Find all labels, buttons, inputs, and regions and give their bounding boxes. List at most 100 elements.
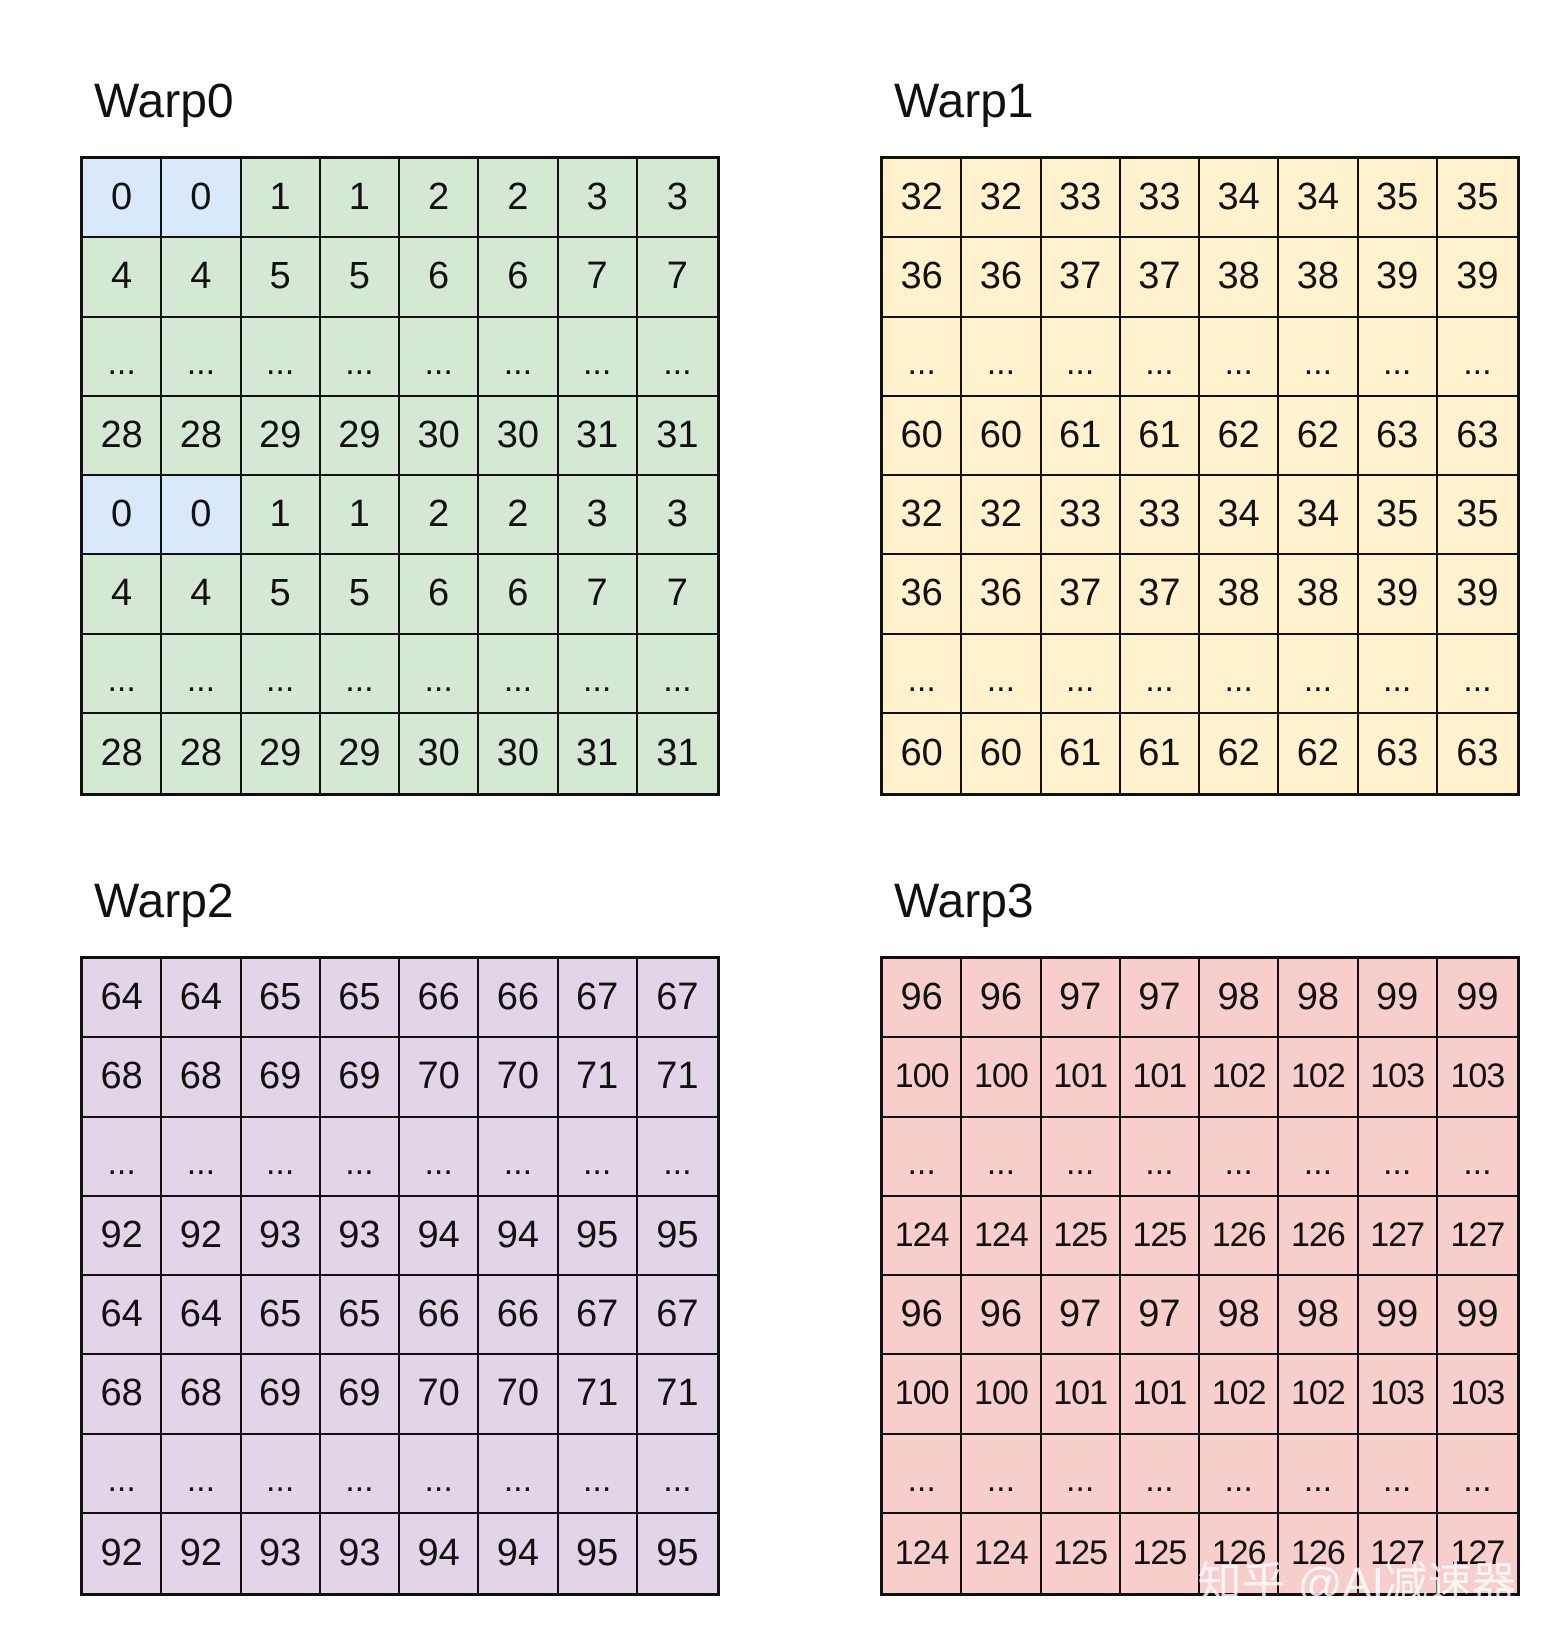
- thread-id-cell: 64: [83, 959, 163, 1039]
- thread-id-cell: 100: [883, 1355, 963, 1435]
- thread-id-cell: 5: [320, 238, 400, 318]
- thread-id-cell: 38: [1200, 238, 1280, 318]
- thread-id-cell: ...: [320, 634, 400, 714]
- thread-id-cell: 28: [162, 396, 242, 476]
- thread-id-cell: ...: [1041, 634, 1121, 714]
- thread-id-cell: 2: [400, 159, 480, 239]
- thread-id-cell: 65: [241, 959, 321, 1039]
- thread-id-cell: ...: [479, 1117, 559, 1197]
- thread-id-cell: 93: [320, 1513, 400, 1593]
- thread-id-cell: 37: [1120, 238, 1200, 318]
- thread-id-cell: 5: [320, 555, 400, 635]
- thread-id-cell: ...: [1437, 317, 1517, 397]
- thread-id-cell: 127: [1358, 1513, 1438, 1593]
- thread-id-cell: 60: [883, 396, 963, 476]
- thread-id-cell: 71: [637, 1355, 717, 1435]
- thread-id-cell: 33: [1120, 159, 1200, 239]
- thread-id-cell: ...: [637, 317, 717, 397]
- thread-id-cell: 101: [1041, 1038, 1121, 1118]
- thread-id-cell: 101: [1120, 1038, 1200, 1118]
- thread-id-cell: ...: [1358, 317, 1438, 397]
- thread-id-cell: 126: [1200, 1513, 1280, 1593]
- thread-id-cell: 28: [83, 713, 163, 793]
- thread-id-cell: 93: [320, 1196, 400, 1276]
- thread-id-cell: 103: [1437, 1038, 1517, 1118]
- thread-id-cell: 92: [83, 1513, 163, 1593]
- thread-id-cell: 99: [1437, 1276, 1517, 1356]
- thread-id-cell: 3: [558, 476, 638, 556]
- thread-id-cell: 30: [479, 396, 559, 476]
- thread-id-cell: 125: [1041, 1196, 1121, 1276]
- thread-id-cell: 103: [1358, 1355, 1438, 1435]
- thread-id-cell: 126: [1279, 1196, 1359, 1276]
- thread-id-cell: ...: [883, 1434, 963, 1514]
- thread-id-cell: 69: [241, 1038, 321, 1118]
- thread-id-cell: ...: [479, 317, 559, 397]
- thread-id-cell: 36: [883, 555, 963, 635]
- thread-id-cell: 31: [637, 396, 717, 476]
- thread-id-cell: 4: [83, 555, 163, 635]
- thread-id-cell: 0: [83, 159, 163, 239]
- thread-id-cell: ...: [83, 634, 163, 714]
- thread-id-cell: 7: [558, 238, 638, 318]
- thread-id-cell: 7: [637, 238, 717, 318]
- thread-id-cell: ...: [962, 317, 1042, 397]
- thread-id-cell: 38: [1279, 555, 1359, 635]
- thread-id-cell: ...: [162, 1117, 242, 1197]
- thread-id-cell: 5: [241, 238, 321, 318]
- thread-id-cell: 28: [83, 396, 163, 476]
- thread-id-cell: 64: [162, 959, 242, 1039]
- thread-id-cell: 69: [320, 1038, 400, 1118]
- thread-id-cell: ...: [479, 634, 559, 714]
- thread-id-cell: 33: [1041, 159, 1121, 239]
- thread-id-cell: 31: [558, 396, 638, 476]
- thread-id-cell: 32: [883, 159, 963, 239]
- thread-id-cell: ...: [320, 317, 400, 397]
- thread-id-cell: ...: [1041, 1434, 1121, 1514]
- thread-id-cell: ...: [1120, 1117, 1200, 1197]
- thread-id-cell: 100: [883, 1038, 963, 1118]
- thread-id-cell: 103: [1358, 1038, 1438, 1118]
- thread-id-cell: 7: [637, 555, 717, 635]
- thread-id-cell: 6: [400, 238, 480, 318]
- thread-id-cell: 65: [320, 959, 400, 1039]
- thread-id-cell: ...: [162, 634, 242, 714]
- thread-id-cell: 61: [1041, 713, 1121, 793]
- thread-id-cell: 93: [241, 1196, 321, 1276]
- thread-id-cell: 92: [162, 1513, 242, 1593]
- thread-id-cell: 95: [558, 1513, 638, 1593]
- thread-id-cell: 71: [637, 1038, 717, 1118]
- thread-id-cell: 124: [962, 1196, 1042, 1276]
- thread-id-cell: 68: [83, 1038, 163, 1118]
- thread-id-cell: ...: [1279, 634, 1359, 714]
- thread-id-cell: 93: [241, 1513, 321, 1593]
- thread-id-cell: ...: [1200, 1434, 1280, 1514]
- thread-id-cell: 39: [1437, 555, 1517, 635]
- thread-id-cell: 1: [320, 159, 400, 239]
- thread-id-cell: ...: [962, 1117, 1042, 1197]
- thread-id-cell: 36: [883, 238, 963, 318]
- thread-id-cell: 29: [241, 713, 321, 793]
- thread-id-cell: 95: [558, 1196, 638, 1276]
- thread-id-cell: 34: [1279, 476, 1359, 556]
- thread-id-cell: ...: [241, 1434, 321, 1514]
- thread-id-cell: 29: [241, 396, 321, 476]
- thread-id-cell: 101: [1120, 1355, 1200, 1435]
- thread-id-cell: 5: [241, 555, 321, 635]
- thread-id-cell: ...: [320, 1117, 400, 1197]
- thread-id-cell: 94: [400, 1196, 480, 1276]
- thread-id-cell: 125: [1120, 1513, 1200, 1593]
- thread-id-cell: 4: [83, 238, 163, 318]
- thread-id-cell: 68: [162, 1355, 242, 1435]
- thread-id-cell: ...: [1358, 634, 1438, 714]
- thread-id-cell: ...: [1279, 317, 1359, 397]
- thread-id-cell: 67: [637, 959, 717, 1039]
- thread-id-cell: ...: [1120, 317, 1200, 397]
- thread-id-cell: 29: [320, 713, 400, 793]
- thread-id-cell: 102: [1279, 1038, 1359, 1118]
- thread-id-cell: 61: [1120, 396, 1200, 476]
- thread-id-cell: ...: [1120, 1434, 1200, 1514]
- thread-id-cell: ...: [962, 1434, 1042, 1514]
- thread-id-cell: ...: [400, 1434, 480, 1514]
- thread-id-cell: 125: [1120, 1196, 1200, 1276]
